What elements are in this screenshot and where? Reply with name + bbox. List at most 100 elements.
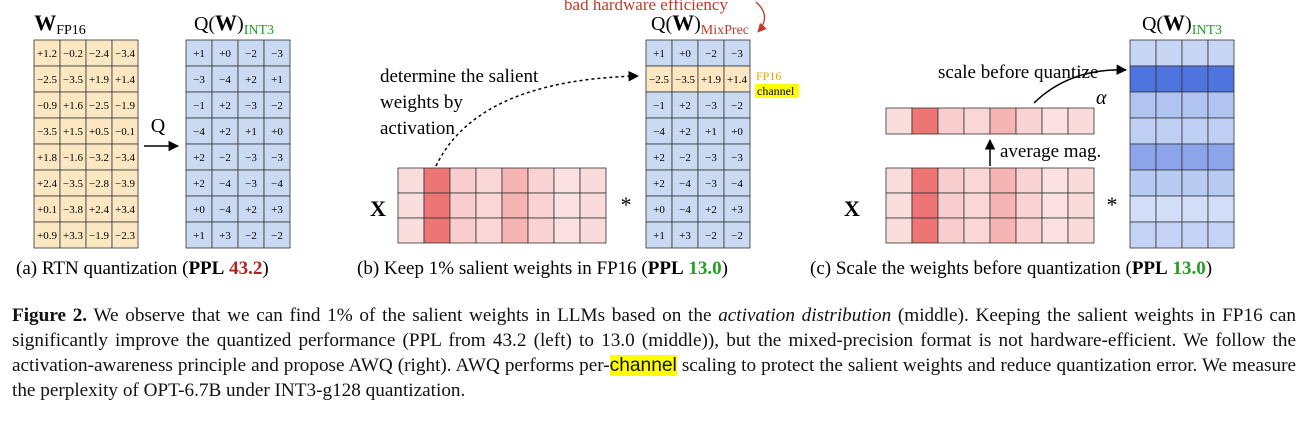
matrix-cell-value: +2: [245, 74, 257, 86]
activation-cell: [1067, 217, 1095, 244]
matrix-cell-value: +3: [219, 230, 231, 242]
matrix-cell-value: −2: [731, 230, 743, 242]
matrix-cell-value: −2.4: [89, 48, 109, 60]
caption-a: (a) RTN quantization (PPL 43.2): [16, 258, 269, 279]
matrix-cell-value: +0.1: [37, 204, 57, 216]
average-mag-cell: [937, 107, 965, 135]
matrix-cell: [111, 221, 139, 249]
figure-label: Figure 2.: [12, 305, 88, 326]
salient-annotation-line-1: determine the salient: [380, 66, 539, 87]
panel-c: scale before quantize α average mag. X *…: [810, 10, 1235, 279]
activation-cell: [553, 192, 581, 219]
matrix-cell-value: +1: [271, 74, 283, 86]
matrix-cell: [697, 91, 725, 119]
matrix-cell-value: −1.9: [89, 230, 109, 242]
activation-cell: [963, 217, 991, 244]
quantize-arrow-label: Q: [151, 115, 166, 137]
scaled-weight-cell: [1181, 39, 1209, 67]
average-mag-cell: [911, 107, 939, 135]
matrix-cell: [85, 195, 113, 223]
scaled-weight-cell: [1207, 117, 1235, 145]
scaled-weight-cell: [1181, 65, 1209, 93]
activation-cell: [885, 167, 913, 194]
matrix-cell-value: +2.4: [89, 204, 109, 216]
matrix-cell-value: +3: [271, 204, 283, 216]
activation-cell: [501, 192, 529, 219]
matrix-cell-value: −2: [271, 230, 283, 242]
mixprec-matrix-title: Q(W)MixPrec: [651, 10, 749, 38]
matrix-cell-value: −3.4: [115, 152, 135, 164]
scaled-weight-cell: [1155, 169, 1183, 197]
matrix-cell: [111, 117, 139, 145]
matrix-cell: [33, 143, 61, 171]
matrix-cell: [263, 117, 291, 145]
activation-x-label-b: X: [370, 196, 386, 221]
activation-cell: [475, 217, 503, 244]
matrix-cell: [237, 221, 265, 249]
average-mag-label: average mag.: [1000, 141, 1101, 162]
matrix-cell: [211, 65, 239, 93]
activation-cell: [1041, 217, 1069, 244]
matrix-cell-value: +3.4: [115, 204, 135, 216]
activation-cell: [911, 217, 939, 244]
salient-annotation-line-3: activation: [380, 118, 455, 139]
matrix-cell: [59, 91, 87, 119]
activation-cell: [527, 192, 555, 219]
scaled-weight-cell: [1129, 169, 1157, 197]
caption-italic: activation distribution: [718, 305, 892, 326]
matrix-cell-value: +3.3: [63, 230, 83, 242]
matrix-cell-value: +1: [705, 126, 717, 138]
scaled-weight-cell: [1207, 195, 1235, 223]
matrix-cell: [111, 39, 139, 67]
matrix-cell-value: −2.5: [649, 74, 669, 86]
scaled-weight-cell: [1207, 65, 1235, 93]
matrix-cell-value: −2: [219, 152, 231, 164]
matrix-cell-value: +1: [653, 230, 665, 242]
activation-cell: [989, 217, 1017, 244]
bad-hardware-arrow: [755, 1, 767, 33]
matrix-cell-value: +1.5: [63, 126, 83, 138]
matrix-cell: [645, 91, 673, 119]
scaled-weight-cell: [1207, 39, 1235, 67]
scaled-weight-cell: [1181, 195, 1209, 223]
matrix-cell: [237, 143, 265, 171]
activation-cell: [579, 217, 607, 244]
matrix-cell-value: −4: [219, 178, 231, 190]
matrix-cell: [723, 221, 751, 249]
scaled-weight-cell: [1207, 91, 1235, 119]
matrix-cell-value: −2: [245, 230, 257, 242]
activation-cell: [989, 167, 1017, 194]
matrix-cell-value: +2: [219, 126, 231, 138]
matrix-cell-value: +3: [679, 230, 691, 242]
activation-cell: [885, 217, 913, 244]
scaled-weight-cell: [1181, 143, 1209, 171]
activation-cell: [963, 167, 991, 194]
matrix-cell-value: −3: [731, 152, 743, 164]
channel-highlight: [755, 84, 799, 98]
matrix-cell-value: +0: [679, 48, 691, 60]
average-mag-cell: [885, 107, 913, 135]
matrix-cell: [185, 65, 213, 93]
matrix-cell-value: −0.2: [63, 48, 83, 60]
matrix-cell-value: −3: [705, 152, 717, 164]
scaled-weight-cell: [1181, 169, 1209, 197]
activation-cell: [449, 167, 477, 194]
scaled-weight-matrix: [1129, 39, 1235, 249]
activation-cell: [449, 192, 477, 219]
matrix-cell-value: −2: [245, 48, 257, 60]
matrix-cell: [211, 39, 239, 67]
matrix-cell: [33, 39, 61, 67]
caption-b: (b) Keep 1% salient weights in FP16 (PPL…: [357, 258, 728, 279]
matrix-cell-value: −1: [653, 100, 665, 112]
matrix-cell-value: +0: [653, 204, 665, 216]
multiply-sign-c: *: [1107, 192, 1118, 217]
matrix-cell-value: −2: [271, 100, 283, 112]
matrix-cell-value: +2: [653, 152, 665, 164]
activation-cell: [989, 192, 1017, 219]
matrix-cell: [645, 195, 673, 223]
matrix-cell-value: +2.4: [37, 178, 57, 190]
matrix-cell-value: −4: [271, 178, 283, 190]
activation-cell: [423, 192, 451, 219]
quantized-matrix-title: Q(W)INT3: [194, 10, 274, 38]
caption-text-1: We observe that we can find 1% of the sa…: [87, 305, 719, 326]
